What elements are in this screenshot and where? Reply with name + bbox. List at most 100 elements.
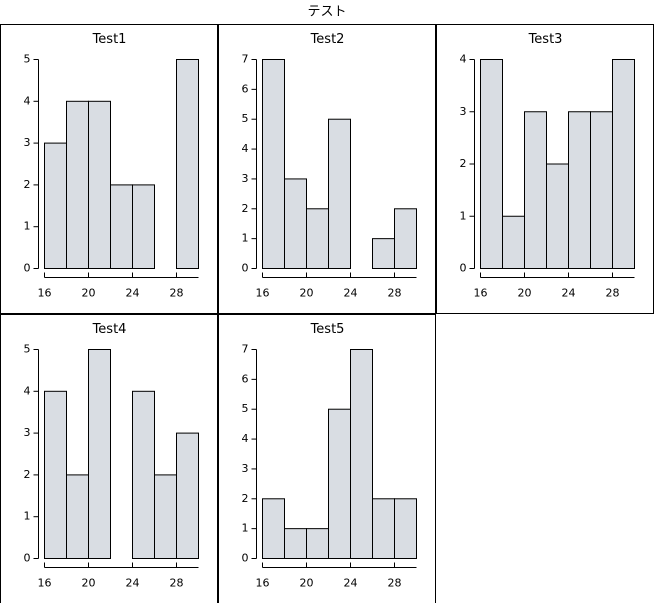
y-tick-label: 5 [24, 343, 31, 356]
x-tick-label: 28 [170, 287, 184, 300]
x-tick-label: 24 [126, 577, 140, 590]
y-tick-label: 4 [460, 53, 467, 66]
y-tick-label: 5 [242, 112, 249, 125]
x-tick-label: 16 [38, 577, 52, 590]
x-tick-label: 20 [300, 287, 314, 300]
panel-border [0, 314, 218, 603]
x-tick-label: 28 [388, 577, 402, 590]
x-tick-label: 24 [562, 287, 576, 300]
y-tick-label: 4 [24, 384, 31, 397]
bar [110, 184, 133, 269]
x-tick-label: 24 [344, 577, 358, 590]
x-tick-label: 16 [256, 577, 270, 590]
bar [66, 474, 89, 559]
y-tick-label: 3 [242, 172, 249, 185]
bar [350, 349, 373, 559]
y-tick-label: 0 [24, 552, 31, 565]
y-tick-label: 1 [242, 232, 249, 245]
bar [546, 163, 569, 269]
y-tick-label: 5 [242, 402, 249, 415]
x-tick-label: 24 [126, 287, 140, 300]
y-tick-label: 6 [242, 82, 249, 95]
bar [524, 111, 547, 269]
y-tick-label: 6 [242, 372, 249, 385]
panel-title: Test2 [310, 32, 345, 47]
y-tick-label: 0 [242, 552, 249, 565]
bar [262, 59, 285, 269]
bar [612, 59, 635, 269]
y-tick-label: 4 [242, 142, 249, 155]
x-tick-label: 28 [388, 287, 402, 300]
bar [88, 100, 111, 269]
bar [154, 474, 177, 559]
x-tick-label: 20 [518, 287, 532, 300]
y-tick-label: 1 [460, 209, 467, 222]
y-tick-label: 3 [460, 105, 467, 118]
y-tick-label: 2 [24, 468, 31, 481]
x-tick-label: 24 [344, 287, 358, 300]
panel-border [0, 24, 218, 314]
panel-title: Test4 [92, 322, 127, 337]
bar [44, 390, 67, 559]
bar [328, 408, 351, 560]
bar [372, 498, 395, 560]
bar [306, 528, 329, 559]
bar [590, 111, 613, 269]
y-tick-label: 1 [242, 522, 249, 535]
y-tick-label: 2 [242, 202, 249, 215]
x-tick-label: 28 [170, 577, 184, 590]
panel: Test5 0 1 2 3 4 5 6 7 16 20 24 28 [218, 314, 436, 603]
panel-title: Test3 [528, 32, 563, 47]
y-tick-label: 3 [24, 426, 31, 439]
y-tick-label: 3 [24, 136, 31, 149]
x-tick-label: 16 [474, 287, 488, 300]
y-tick-label: 2 [242, 492, 249, 505]
panel: Test2 0 1 2 3 4 5 6 7 16 20 24 28 [218, 24, 436, 314]
y-tick-label: 1 [24, 220, 31, 233]
y-tick-label: 3 [242, 462, 249, 475]
bar [328, 118, 351, 270]
y-tick-label: 7 [242, 343, 249, 356]
y-tick-label: 5 [24, 53, 31, 66]
bar [372, 238, 395, 269]
x-tick-label: 16 [38, 287, 52, 300]
panel: Test1 0 1 2 3 4 5 16 20 24 28 [0, 24, 218, 314]
y-tick-label: 2 [24, 178, 31, 191]
bar [132, 390, 155, 559]
bar [88, 349, 111, 559]
y-tick-label: 0 [460, 262, 467, 275]
y-tick-label: 7 [242, 53, 249, 66]
y-tick-label: 4 [24, 94, 31, 107]
panel-title: Test1 [92, 32, 127, 47]
panel-border [218, 24, 436, 314]
bar [568, 111, 591, 269]
bar [176, 59, 199, 269]
panel: Test3 0 1 2 3 4 16 20 24 28 [436, 24, 654, 314]
bar [176, 432, 199, 559]
bar [44, 142, 67, 269]
x-tick-label: 20 [300, 577, 314, 590]
bar [502, 215, 525, 269]
bar [284, 528, 307, 559]
bar [132, 184, 155, 269]
x-tick-label: 20 [82, 287, 96, 300]
bar [394, 208, 417, 270]
bar [480, 59, 503, 269]
chart-title: テスト [307, 5, 346, 20]
bar [394, 498, 417, 560]
y-tick-label: 0 [242, 262, 249, 275]
panel-border [218, 314, 436, 603]
bar [284, 178, 307, 269]
y-tick-label: 2 [460, 157, 467, 170]
panel-title: Test5 [310, 322, 345, 337]
x-tick-label: 28 [606, 287, 620, 300]
bar [66, 100, 89, 269]
panel: Test4 0 1 2 3 4 5 16 20 24 28 [0, 314, 218, 603]
y-tick-label: 0 [24, 262, 31, 275]
bar [262, 498, 285, 560]
y-tick-label: 1 [24, 510, 31, 523]
x-tick-label: 20 [82, 577, 96, 590]
bar [306, 208, 329, 270]
x-tick-label: 16 [256, 287, 270, 300]
